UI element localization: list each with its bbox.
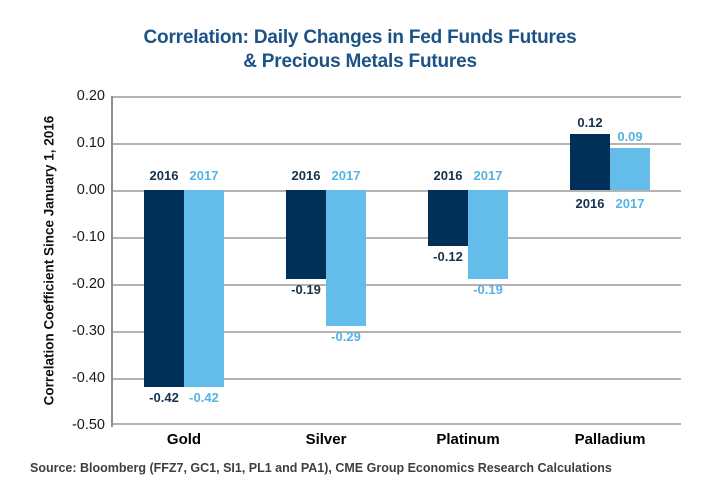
plot-area: -0.42 2016 -0.42 2017 -0.19 2016 -0.29 2017 -0.1…: [111, 96, 681, 427]
value-label: -0.19: [473, 282, 503, 297]
gridline: [113, 237, 681, 239]
category-label-gold: Gold: [166, 431, 202, 448]
value-label: 0.12: [577, 115, 603, 130]
gridline: [113, 378, 681, 380]
y-axis-line: [111, 96, 113, 427]
bar-silver-2016: [286, 190, 326, 279]
bar-palladium-2017: [610, 148, 650, 190]
series-label-2016: 2016: [149, 168, 179, 183]
category-label-platinum: Platinum: [436, 431, 500, 448]
series-label-2017: 2017: [473, 168, 503, 183]
gridline: [113, 143, 681, 145]
bar-gold-2017: [184, 190, 224, 387]
bar-palladium-2016: [570, 134, 610, 190]
y-tick-label: 0.20: [76, 88, 105, 104]
series-label-2017: 2017: [615, 196, 645, 211]
series-label-2017: 2017: [189, 168, 219, 183]
gridline: [113, 423, 681, 425]
chart-title-line2: & Precious Metals Futures: [243, 51, 477, 72]
value-label: -0.12: [433, 249, 463, 264]
bar-platinum-2017: [468, 190, 508, 279]
series-label-2016: 2016: [291, 168, 321, 183]
y-tick-label: -0.10: [71, 229, 105, 245]
y-tick-label: -0.50: [71, 417, 105, 433]
value-label: -0.42: [189, 390, 219, 405]
gridline: [113, 284, 681, 286]
y-tick-label: -0.40: [71, 370, 105, 386]
gridline: [113, 190, 681, 192]
bar-platinum-2016: [428, 190, 468, 246]
gridline: [113, 331, 681, 333]
value-label: -0.19: [291, 282, 321, 297]
bar-gold-2016: [144, 190, 184, 387]
category-label-palladium: Palladium: [574, 431, 646, 448]
gridline: [113, 96, 681, 98]
chart-title-line1: Correlation: Daily Changes in Fed Funds …: [143, 27, 577, 48]
value-label: -0.29: [331, 329, 361, 344]
series-label-2017: 2017: [331, 168, 361, 183]
category-label-silver: Silver: [305, 431, 347, 448]
chart-title: Correlation: Daily Changes in Fed Funds …: [0, 26, 720, 74]
series-label-2016: 2016: [575, 196, 605, 211]
series-label-2016: 2016: [433, 168, 463, 183]
y-tick-label: 0.00: [76, 182, 105, 198]
value-label: -0.42: [149, 390, 179, 405]
source-note: Source: Bloomberg (FFZ7, GC1, SI1, PL1 a…: [30, 461, 612, 475]
y-tick-label: -0.20: [71, 276, 105, 292]
y-tick-label: -0.30: [71, 323, 105, 339]
value-label: 0.09: [617, 129, 643, 144]
y-tick-label: 0.10: [76, 135, 105, 151]
bar-silver-2017: [326, 190, 366, 326]
